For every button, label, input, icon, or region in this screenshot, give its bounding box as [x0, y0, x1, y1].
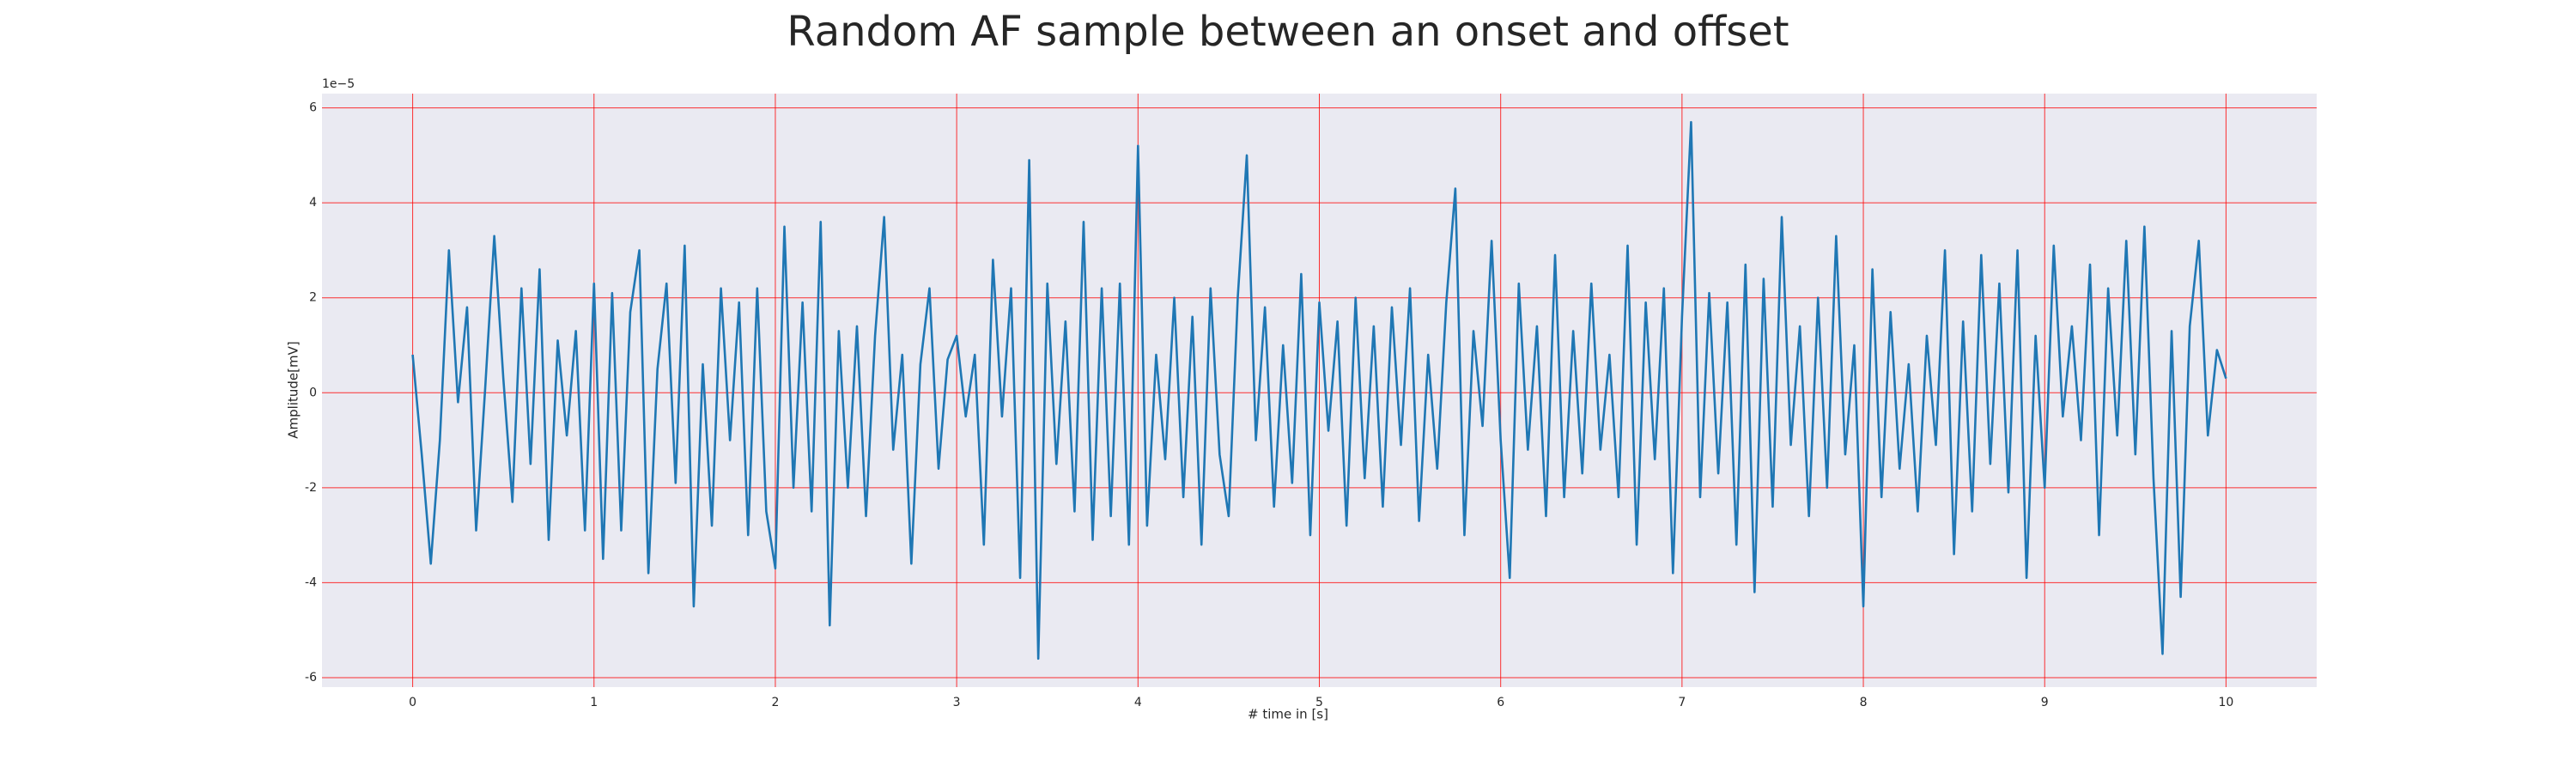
x-tick-label: 6	[1497, 696, 1504, 709]
x-tick-label: 7	[1678, 696, 1686, 709]
x-tick-label: 8	[1860, 696, 1868, 709]
y-tick-label: -6	[305, 671, 317, 685]
y-offset-label: 1e−5	[322, 77, 355, 91]
chart-title: Random AF sample between an onset and of…	[787, 8, 1789, 56]
y-tick-label: 6	[309, 101, 317, 115]
y-tick-label: 2	[309, 291, 317, 305]
x-tick-label: 3	[953, 696, 961, 709]
x-tick-label: 0	[409, 696, 416, 709]
y-tick-label: -4	[305, 575, 317, 589]
y-axis-label: Amplitude[mV]	[286, 341, 301, 438]
x-tick-label: 2	[771, 696, 779, 709]
x-tick-label: 5	[1315, 696, 1323, 709]
y-tick-label: 0	[309, 386, 317, 399]
x-tick-label: 9	[2041, 696, 2049, 709]
y-tick-label: -2	[305, 481, 317, 495]
y-tick-label: 4	[309, 196, 317, 210]
signal-line	[411, 120, 2227, 660]
x-tick-label: 1	[590, 696, 598, 709]
x-tick-label: 4	[1134, 696, 1142, 709]
x-axis-label: # time in [s]	[1248, 707, 1328, 722]
x-tick-label: 10	[2218, 696, 2233, 709]
